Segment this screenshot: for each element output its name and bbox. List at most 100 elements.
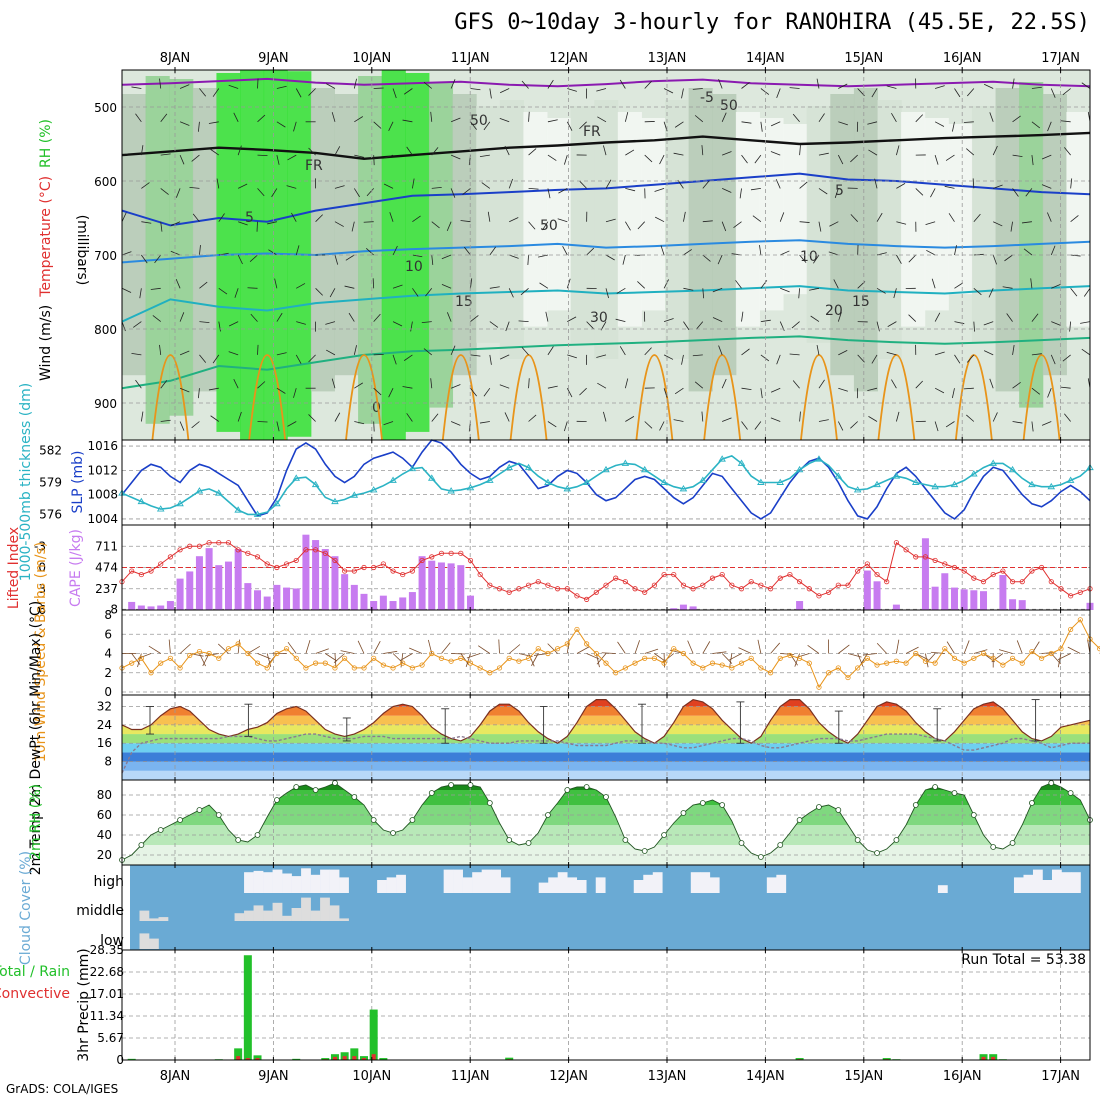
wind-barb	[122, 212, 127, 222]
wind-marker	[748, 655, 754, 661]
thickness-marker	[989, 459, 997, 466]
cloud-middle-bar	[320, 897, 330, 921]
wind-barb	[963, 121, 974, 123]
rh-marker	[854, 837, 861, 843]
li-marker	[767, 586, 774, 592]
bottom-date-label: 12JAN	[549, 1069, 588, 1084]
wind-barb	[154, 254, 162, 264]
li-marker	[535, 579, 541, 585]
wind-barb	[539, 282, 549, 289]
wind-barb	[527, 254, 529, 266]
li-marker	[158, 561, 164, 567]
surface-wind-barb	[794, 653, 800, 667]
wind-barb	[234, 288, 239, 298]
cape-bar	[292, 588, 300, 610]
cloud-high-bar	[453, 869, 463, 893]
wind-barb	[122, 421, 123, 422]
wind-marker	[158, 660, 164, 666]
li-marker	[235, 547, 241, 553]
li-marker	[787, 571, 793, 578]
wind-barb	[674, 121, 684, 128]
wind-barb	[160, 113, 168, 123]
wind-barb	[295, 88, 302, 98]
cloud-high-bar	[253, 870, 264, 893]
li-marker	[361, 564, 367, 571]
thickness-marker	[427, 474, 436, 481]
wind-barb	[934, 121, 945, 127]
li-marker	[545, 582, 551, 588]
wind-barb	[441, 254, 452, 260]
wind-tick: 4	[104, 647, 112, 661]
precip-total-bar	[379, 1058, 388, 1060]
thickness-marker	[776, 478, 785, 485]
wind-barb	[373, 313, 381, 322]
cloud-axis-label: Cloud Cover (%)	[18, 851, 34, 965]
rh-shade	[830, 94, 855, 376]
rh-shade	[334, 94, 359, 376]
rh-marker	[699, 800, 706, 806]
wind-barb	[421, 321, 432, 324]
wind-marker	[855, 665, 861, 671]
thickness-marker	[408, 464, 417, 472]
li-marker	[129, 568, 135, 574]
thickness-marker	[505, 463, 513, 471]
wind-barb	[1051, 284, 1061, 289]
wind-barb	[615, 318, 626, 322]
wind-barb	[286, 185, 297, 189]
surface-wind-barb	[528, 653, 535, 667]
wind-barb	[175, 188, 181, 198]
rh-marker	[970, 812, 977, 818]
wind-barb	[1062, 88, 1071, 96]
surface-wind-barb	[400, 653, 413, 661]
rh-shade	[570, 106, 595, 343]
wind-barb	[605, 254, 615, 261]
li-marker	[506, 589, 512, 595]
contour-label: 5	[835, 183, 844, 199]
cloud-high-bar	[690, 872, 701, 893]
wind-barb	[233, 112, 239, 122]
wind-barb	[1004, 254, 1013, 262]
wind-barb	[896, 254, 902, 264]
wind-barb	[296, 283, 306, 289]
wind-marker	[390, 665, 396, 671]
cloud-high-bar	[491, 869, 501, 893]
wind-barb	[760, 388, 763, 399]
li-marker	[603, 582, 609, 588]
wind-barb	[619, 79, 626, 89]
wind-barb	[521, 347, 529, 356]
cloud-high-bar	[538, 882, 549, 893]
wind-marker	[429, 650, 435, 657]
wind-barb	[481, 182, 491, 189]
wind-barb	[605, 218, 616, 223]
wind-barb	[702, 288, 705, 299]
wind-barb	[558, 188, 568, 194]
wind-barb	[586, 247, 595, 256]
wind-barb	[212, 88, 220, 97]
surface-wind-barb	[963, 640, 970, 654]
wind-barb	[952, 121, 955, 132]
surface-wind-barb	[189, 653, 204, 657]
cloud-middle-bar	[234, 913, 245, 921]
cape-tick: 474	[95, 561, 118, 575]
precip-conv-bar	[371, 1054, 376, 1060]
cape-bar	[341, 574, 349, 610]
surface-wind-barb	[508, 644, 521, 654]
rh-shade	[122, 94, 147, 376]
wind-barb	[838, 387, 848, 392]
rh-marker	[467, 782, 474, 788]
cloud-high-bar	[500, 877, 511, 893]
wind-barb	[834, 188, 839, 199]
wind-barb	[1031, 121, 1041, 129]
wind-barb	[233, 379, 239, 389]
wind-barb	[210, 149, 220, 156]
wind-marker	[371, 655, 377, 661]
wind-barb	[1047, 388, 1052, 398]
li-marker	[874, 571, 880, 578]
wind-barb	[789, 353, 800, 356]
surface-wind-barb	[847, 653, 862, 658]
surface-wind-barb	[441, 642, 451, 654]
wind-barb	[837, 421, 844, 431]
temperature-contour	[122, 335, 1090, 390]
rh-shade	[192, 88, 217, 392]
cape-bar	[263, 596, 271, 610]
